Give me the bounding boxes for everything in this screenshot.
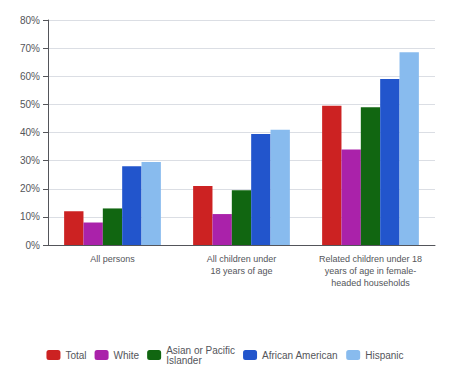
- svg-text:Hispanic: Hispanic: [365, 350, 403, 361]
- svg-text:All persons: All persons: [90, 254, 135, 264]
- svg-text:10%: 10%: [20, 211, 40, 222]
- svg-text:Asian or Pacific: Asian or Pacific: [166, 344, 236, 356]
- svg-text:headed households: headed households: [331, 278, 410, 288]
- svg-text:All children under: All children under: [207, 254, 277, 264]
- svg-text:18 years of age: 18 years of age: [210, 266, 272, 276]
- svg-text:40%: 40%: [20, 127, 40, 138]
- svg-text:African American: African American: [262, 350, 338, 361]
- svg-text:Total: Total: [65, 350, 86, 361]
- svg-text:80%: 80%: [20, 15, 40, 26]
- svg-text:White: White: [114, 350, 140, 361]
- svg-text:50%: 50%: [20, 99, 40, 110]
- svg-text:60%: 60%: [20, 71, 40, 82]
- svg-text:years of age in female-: years of age in female-: [325, 266, 417, 276]
- svg-text:30%: 30%: [20, 155, 40, 166]
- svg-text:0%: 0%: [26, 240, 41, 251]
- svg-text:Islander: Islander: [166, 355, 202, 366]
- svg-text:70%: 70%: [20, 43, 40, 54]
- svg-text:Related children under 18: Related children under 18: [319, 254, 422, 264]
- svg-text:20%: 20%: [20, 183, 40, 194]
